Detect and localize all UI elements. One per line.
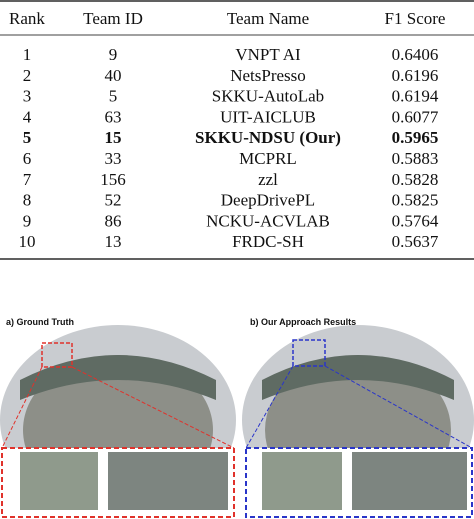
cell: 0.5828 (392, 170, 439, 189)
caption: b) Our Approach Results (250, 317, 356, 327)
header-cell: F1 Score (385, 9, 446, 28)
cell: 13 (105, 232, 122, 251)
cell: 15 (105, 128, 122, 147)
panel-b: b) Our Approach Results (242, 317, 474, 518)
zoom-line (245, 365, 294, 449)
cell: NCKU-ACVLAB (206, 211, 330, 230)
cell: 9 (23, 211, 32, 230)
cell: 0.6194 (392, 87, 439, 106)
cell: MCPRL (239, 149, 297, 168)
cell: 40 (105, 66, 122, 85)
cell: 0.5637 (392, 232, 439, 251)
cell: 63 (105, 107, 122, 126)
cell: 0.6406 (392, 45, 439, 64)
roi-box (292, 339, 326, 367)
cell: 7 (23, 170, 32, 189)
cell: 4 (23, 107, 32, 126)
cell: SKKU-AutoLab (212, 87, 324, 106)
cell: 33 (105, 149, 122, 168)
cell: 6 (23, 149, 32, 168)
cell: 10 (19, 232, 36, 251)
cell: zzl (258, 170, 278, 189)
header-cell: Team Name (227, 9, 309, 28)
cell: 86 (105, 211, 122, 230)
cell: 0.6196 (392, 66, 439, 85)
cell: 3 (23, 87, 32, 106)
cell: 1 (23, 45, 32, 64)
table: Rank Team ID Team Name F1 Score 1 9 VNPT AI 0.6… (9, 9, 445, 251)
cell: UIT-AICLUB (220, 107, 316, 126)
cell: 0.5764 (392, 211, 439, 230)
cell: 156 (100, 170, 126, 189)
zoom-line (1, 366, 43, 449)
caption: a) Ground Truth (6, 317, 74, 327)
zoom-line (71, 366, 235, 449)
cell: 52 (105, 191, 122, 210)
cell: 2 (23, 66, 32, 85)
header-cell: Team ID (83, 9, 143, 28)
cell: FRDC-SH (232, 232, 304, 251)
inset-image (108, 452, 228, 510)
cell: 5 (109, 87, 118, 106)
zoom-line (324, 365, 473, 449)
cell: 0.5965 (392, 128, 439, 147)
cell: 0.5825 (392, 191, 439, 210)
cell: VNPT AI (235, 45, 301, 64)
inset-image (352, 452, 467, 510)
header-cell: Rank (9, 9, 45, 28)
cell: 0.5883 (392, 149, 439, 168)
cell: 5 (23, 128, 32, 147)
cell: 8 (23, 191, 32, 210)
inset-image (262, 452, 342, 510)
cell: 0.6077 (392, 107, 439, 126)
cell: DeepDrivePL (221, 191, 315, 210)
inset-image (20, 452, 98, 510)
cell: NetsPresso (230, 66, 306, 85)
roi-box (41, 342, 73, 368)
cell: SKKU-NDSU (Our) (195, 128, 341, 147)
panel-a: a) Ground Truth (0, 317, 236, 518)
cell: 9 (109, 45, 118, 64)
